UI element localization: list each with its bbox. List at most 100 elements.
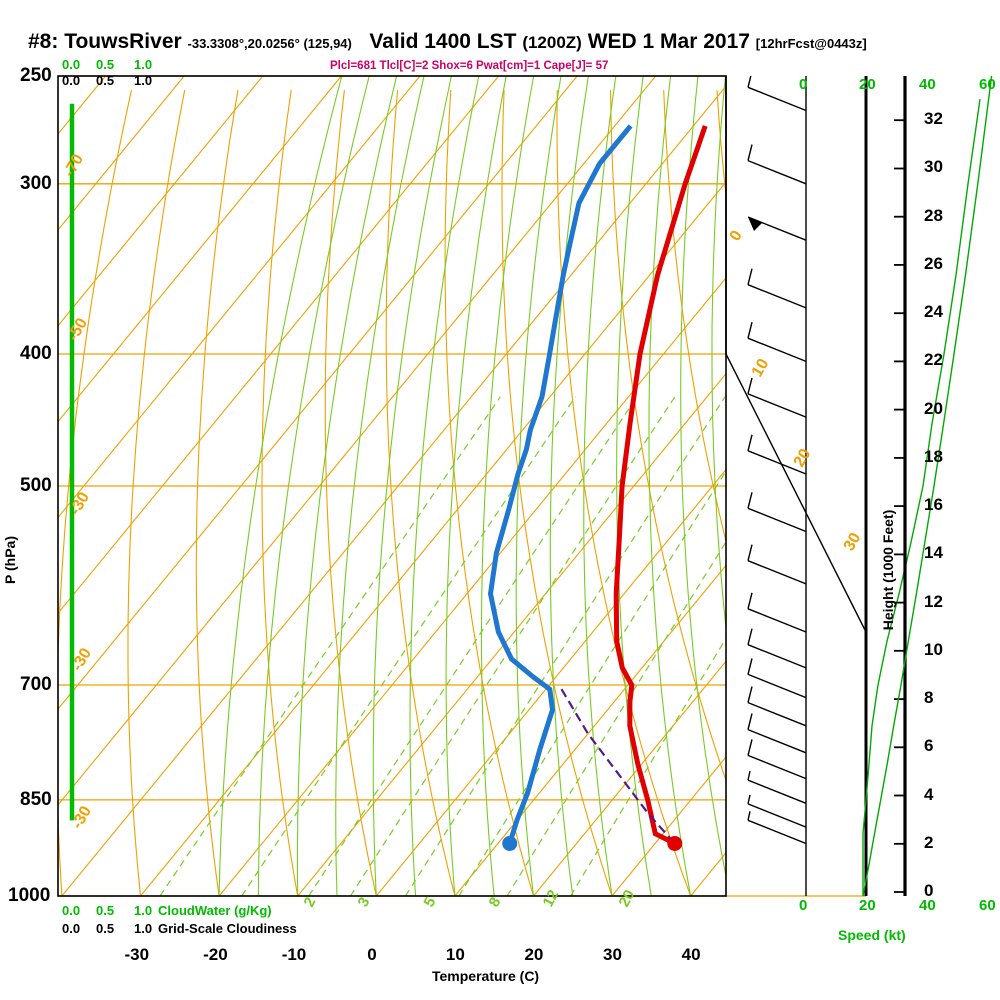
height-tick-28: 28 xyxy=(924,205,943,225)
speed-axis-label: Speed (kt) xyxy=(838,927,906,943)
cloudiness-tick-top-0: 0.0 xyxy=(62,73,81,88)
isotherm-line xyxy=(611,756,726,896)
pressure-tick-700: 700 xyxy=(20,674,52,696)
valid-utc: (1200Z) xyxy=(522,33,582,52)
isotherm-line xyxy=(58,76,342,423)
moist-adiabat-line xyxy=(616,76,652,896)
wind-barb-shaft xyxy=(747,728,807,754)
isotherm-value-label: -50 xyxy=(65,315,91,344)
wind-barb-half xyxy=(734,324,736,333)
wind-barb-shaft xyxy=(747,644,807,669)
wind-barb xyxy=(741,544,807,585)
wind-barb-half xyxy=(747,770,751,781)
temperature-axis-label: Temperature (C) xyxy=(432,968,540,984)
wind-barb-full xyxy=(741,266,745,282)
mixing-ratio-value-label: 3 xyxy=(355,895,374,910)
wind-barb-shaft xyxy=(747,779,807,804)
dry-adiabat-line xyxy=(261,89,299,896)
wind-barb-full xyxy=(734,66,738,82)
wind-barb-full xyxy=(747,268,753,285)
wind-barb-shaft xyxy=(747,754,807,780)
moist-adiabat-line xyxy=(583,76,617,896)
temperature-tick--20: -20 xyxy=(203,945,228,964)
height-tick-20: 20 xyxy=(924,398,943,418)
wind-barb-shaft xyxy=(747,337,807,363)
isotherm-line xyxy=(690,851,726,896)
isotherm-value-label: 30 xyxy=(841,530,865,554)
moist-adiabat-line xyxy=(515,76,562,896)
wind-barb-full xyxy=(747,592,753,609)
speed-tick-top-60: 60 xyxy=(979,76,996,93)
wind-barb-shaft xyxy=(747,216,807,241)
wind-barb xyxy=(747,811,807,845)
wind-barb-shaft xyxy=(747,393,807,418)
dry-adiabat-line xyxy=(127,89,186,896)
wind-barb-half xyxy=(727,70,729,79)
wind-barb-full xyxy=(747,76,752,88)
isotherm-value-label: 10 xyxy=(749,356,773,380)
height-tick-10: 10 xyxy=(924,639,943,659)
dry-adiabat-line xyxy=(609,89,726,783)
wind-barb xyxy=(747,686,807,727)
wind-barb xyxy=(734,377,807,418)
wind-barb-full xyxy=(747,628,753,645)
surface-markers xyxy=(502,835,683,851)
mixing-ratio-line xyxy=(458,470,726,896)
pressure-tick-400: 400 xyxy=(20,343,52,364)
height-axis-column xyxy=(862,75,993,897)
moist-adiabat-line xyxy=(648,76,692,896)
wind-barb-shaft xyxy=(747,284,807,309)
moist-adiabat-line xyxy=(218,76,343,896)
cloudwater-tick-bottom-2: 1.0 xyxy=(134,903,153,918)
wind-barb xyxy=(741,142,807,185)
temperature-tick-10: 10 xyxy=(445,945,465,964)
dry-adiabat-line xyxy=(556,89,692,896)
wind-barb-half xyxy=(734,379,736,388)
cloudwater-tick-bottom-1: 0.5 xyxy=(96,903,115,918)
moist-adiabat-line xyxy=(335,76,425,896)
speed-tick-bottom-60: 60 xyxy=(979,897,996,914)
dry-adiabat-line xyxy=(501,89,613,896)
wind-barb-half xyxy=(741,549,743,558)
wind-barb-full xyxy=(747,686,753,703)
temperature-tick--10: -10 xyxy=(281,945,307,964)
wind-barb-shaft xyxy=(747,608,807,633)
wind-barb-full xyxy=(741,319,745,335)
wind-barb-shaft xyxy=(747,803,807,828)
wind-barb-full xyxy=(747,739,753,756)
height-tick-4: 4 xyxy=(924,784,934,804)
moist-adiabat-line xyxy=(296,76,398,896)
mixing-ratio-value-label: 2 xyxy=(301,895,320,910)
station-name: TouwsRiver xyxy=(64,30,182,53)
height-axis-label: Height (1000 Feet) xyxy=(880,509,896,631)
height-tick-18: 18 xyxy=(924,446,943,466)
wind-barb-shaft xyxy=(747,507,807,533)
cloudwater-axis-label: CloudWater (g/Kg) xyxy=(158,903,272,918)
wind-barb-pennant xyxy=(748,217,762,232)
isotherm-value-label: 20 xyxy=(791,446,815,470)
moist-adiabat-line xyxy=(257,76,370,896)
sounding-curves xyxy=(487,124,708,846)
speed-tick-top-40: 40 xyxy=(919,76,936,93)
wind-barb xyxy=(747,628,807,669)
cloudwater-tick-bottom-0: 0.0 xyxy=(62,903,81,918)
isotherm-value-label: 0 xyxy=(727,228,746,244)
height-tick-8: 8 xyxy=(924,688,934,708)
isobar-lines xyxy=(58,75,866,897)
wind-barb-full xyxy=(747,713,753,730)
dry-adiabat-line xyxy=(444,89,535,896)
sounding-parcel-curve xyxy=(560,688,676,845)
wind-barb-half xyxy=(734,436,736,445)
isotherm-line xyxy=(58,76,264,327)
wind-barb xyxy=(747,216,807,241)
mixing-ratio-line xyxy=(308,396,638,896)
isotherm-value-label: -70 xyxy=(61,151,87,180)
mixing-ratio-line xyxy=(506,540,726,896)
wind-barb-full xyxy=(741,490,745,506)
wind-barb-full xyxy=(741,142,745,158)
wind-barb xyxy=(747,739,807,780)
wind-barb-shaft xyxy=(747,673,807,699)
pressure-tick-850: 850 xyxy=(20,788,52,810)
